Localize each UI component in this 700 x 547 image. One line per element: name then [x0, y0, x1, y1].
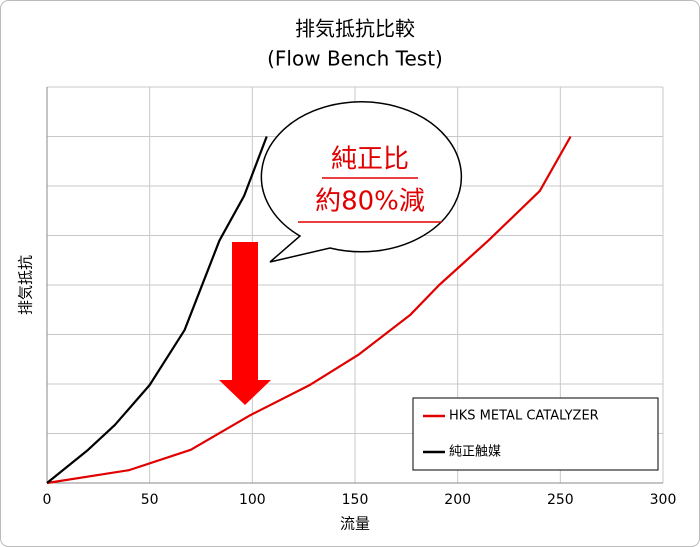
x-tick-label: 0: [43, 492, 52, 508]
chart-subtitle: (Flow Bench Test): [267, 47, 443, 71]
data-line: [46, 135, 572, 485]
plot-area: 0 50 100 150 200 250 300 HKS METAL CATALYZER 純正触…: [43, 86, 677, 508]
x-tick-label: 100: [239, 492, 266, 508]
data-line: [46, 136, 268, 484]
y-axis-label: 排気抵抗: [17, 255, 35, 315]
chart-title: 排気抵抗比較: [295, 17, 415, 41]
x-tick-label: 200: [444, 492, 471, 508]
legend-label: 純正触媒: [449, 445, 501, 460]
x-tick-label: 300: [650, 492, 677, 508]
x-tick-label: 50: [141, 492, 159, 508]
x-tick-label: 250: [547, 492, 574, 508]
x-axis-label: 流量: [340, 515, 370, 533]
legend: [412, 397, 659, 471]
x-tick-label: 150: [342, 492, 369, 508]
legend-label: HKS METAL CATALYZER: [449, 409, 599, 424]
annotation-line: 純正比: [331, 145, 409, 175]
annotation: 純正比 約80%減: [219, 101, 463, 405]
annotation-line: 約80%減: [315, 187, 425, 217]
arrow: [219, 242, 271, 405]
